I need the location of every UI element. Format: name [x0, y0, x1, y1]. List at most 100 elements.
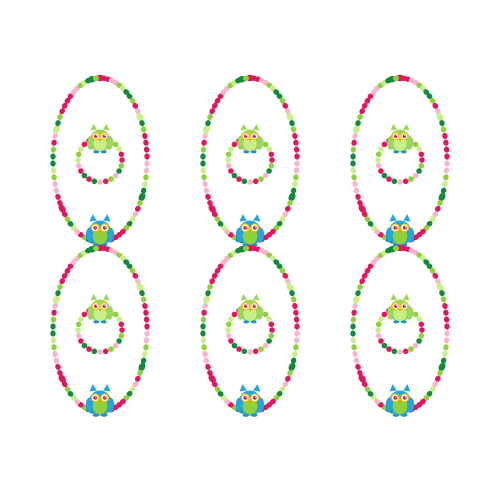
necklace-bead [443, 337, 450, 344]
bracelet-bead [268, 151, 275, 158]
necklace-bead [364, 216, 371, 223]
necklace-bead [142, 132, 148, 140]
necklace-bead [143, 309, 149, 316]
owl-ear [89, 384, 97, 392]
necklace-bead [440, 126, 447, 133]
necklace-bead [392, 75, 400, 82]
owl-foot [400, 320, 407, 324]
necklace-bead [207, 200, 213, 206]
necklace-bead [50, 153, 56, 160]
necklace-bead [214, 267, 221, 274]
necklace-bead [292, 180, 298, 188]
bracelet-bead [102, 178, 109, 185]
necklace-bead [293, 174, 299, 181]
owl-foot [100, 150, 107, 154]
bracelet-bead [231, 311, 238, 318]
bracelet-bead [75, 327, 81, 333]
necklace-bead [201, 309, 207, 316]
necklace-bead [57, 200, 63, 206]
owl-foot [243, 150, 250, 154]
necklace-bead [440, 187, 447, 194]
owl-pupil [93, 225, 98, 230]
owl-eye-glint [245, 305, 247, 307]
owl-beak [398, 230, 402, 235]
necklace-bead [286, 282, 294, 292]
necklace-bead [92, 245, 100, 252]
owl-ear [403, 214, 411, 222]
owl-eye-glint [104, 396, 106, 398]
bracelet-bead [81, 172, 88, 179]
necklace-bead [129, 216, 136, 223]
bracelet-bead [375, 321, 382, 328]
owl-ear [102, 293, 110, 301]
owl-ear [239, 384, 247, 392]
bracelet-bead [86, 346, 92, 352]
necklace-bead [207, 284, 213, 290]
necklace-bead [143, 344, 149, 351]
necklace-bead [214, 216, 221, 223]
necklace-bead [67, 390, 74, 397]
owl-pupil [243, 225, 248, 230]
necklace-bead [129, 386, 136, 393]
jewelry-set [200, 244, 300, 417]
owl-pupil [402, 395, 407, 400]
necklace-bead [437, 370, 443, 376]
owl-eye-glint [245, 226, 247, 228]
owl-foot [401, 413, 408, 417]
necklace-bead [136, 112, 144, 122]
necklace-bead [51, 174, 57, 181]
owl-ear [389, 214, 397, 222]
bracelet-bead [112, 172, 119, 179]
necklace-bead [70, 395, 77, 401]
necklace-bead [200, 337, 207, 344]
necklace-bead [67, 220, 74, 227]
bracelet-bead [78, 146, 84, 152]
owl-pupil [94, 134, 98, 138]
necklace-bead [52, 180, 58, 188]
necklace-bead [129, 97, 136, 104]
necklace-bead [52, 132, 58, 140]
owl-ear [240, 293, 248, 301]
necklace-bead [370, 225, 377, 231]
necklace-bead [276, 390, 283, 397]
bracelet-bead [252, 348, 259, 355]
necklace-bead [282, 381, 289, 388]
bracelet-bead [231, 141, 238, 148]
necklace-bead [217, 390, 224, 397]
bracelet-bead [416, 146, 422, 152]
owl-foot [250, 150, 257, 154]
necklace-bead [443, 167, 450, 174]
owl-beak [98, 400, 102, 405]
owl-beak [398, 400, 402, 405]
necklace-bead [290, 296, 297, 303]
owl-eye-glint [104, 226, 106, 228]
necklace-bead [203, 187, 210, 194]
bracelet-owl-charm [386, 123, 414, 154]
necklace-bead [350, 330, 356, 337]
necklace-bead [442, 302, 448, 310]
bracelet-bead [381, 172, 388, 179]
bracelet-bead [269, 327, 275, 333]
necklace-bead [429, 97, 436, 104]
necklace-bead [144, 153, 150, 160]
necklace-bead [429, 216, 436, 223]
necklace-bead [92, 75, 100, 82]
owl-eye-glint [245, 135, 247, 137]
owl-pupil [244, 134, 248, 138]
necklace-bead [286, 112, 294, 122]
bracelet-owl-charm [236, 123, 264, 154]
bracelet-bead [269, 157, 275, 163]
necklace-bead [137, 370, 143, 376]
necklace-bead [294, 160, 300, 167]
bracelet-bead [378, 168, 384, 174]
necklace-bead [200, 146, 207, 153]
bracelet-bead [375, 162, 382, 169]
necklace-bead [55, 120, 61, 127]
necklace-bead [202, 302, 208, 310]
necklace-bead [352, 302, 358, 310]
bracelet-bead [386, 346, 392, 352]
owl-eye-glint [95, 226, 97, 228]
necklace-bead [357, 114, 363, 120]
necklace-bead [205, 193, 211, 200]
